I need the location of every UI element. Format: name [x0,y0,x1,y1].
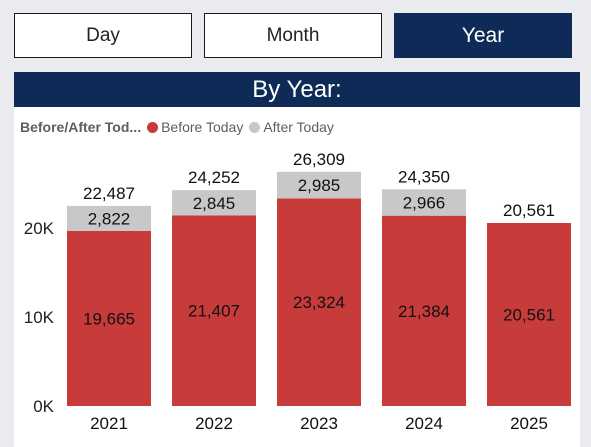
bar-data-label: 23,324 [293,293,345,312]
bar-segment-before-today[interactable] [172,215,256,406]
legend-item-after-today[interactable]: After Today [249,119,334,135]
x-tick-label: 2024 [405,414,443,433]
tab-month[interactable]: Month [204,13,382,58]
y-tick-label: 0K [33,397,54,416]
bar-data-label: 2,985 [298,176,341,195]
legend-label-after-today: After Today [263,119,334,135]
legend-label-before-today: Before Today [161,119,244,135]
bar-segment-before-today[interactable] [277,198,361,406]
y-tick-label: 20K [24,219,55,238]
bar-total-label: 20,561 [503,201,555,220]
bar-segment-before-today[interactable] [382,215,466,406]
x-tick-label: 2023 [300,414,338,433]
bar-total-label: 22,487 [83,184,135,203]
legend-item-before-today[interactable]: Before Today [147,119,243,135]
bar-data-label: 20,561 [503,306,555,325]
bar-data-label: 19,665 [83,309,135,328]
legend-title: Before/After Tod... [20,119,142,135]
bar-total-label: 24,252 [188,168,240,187]
bar-data-label: 21,384 [398,302,450,321]
bar-data-label: 2,966 [403,193,446,212]
legend-swatch-before-today [147,121,159,133]
bar-data-label: 2,845 [193,194,236,213]
panel-title: By Year: [14,72,580,107]
x-tick-label: 2022 [195,414,233,433]
chart-legend: Before/After Tod... Before Today After T… [20,119,340,135]
x-tick-label: 2021 [90,414,128,433]
bar-data-label: 21,407 [188,302,240,321]
bar-segment-before-today[interactable] [67,230,151,406]
bar-segment-after-today[interactable] [172,190,256,216]
x-tick-label: 2025 [510,414,548,433]
bar-segment-before-today[interactable] [487,223,571,406]
y-tick-label: 10K [24,308,55,327]
bar-segment-after-today[interactable] [382,189,466,216]
chart-panel: By Year: Before/After Tod... Before Toda… [14,72,580,447]
bar-segment-after-today[interactable] [277,171,361,199]
legend-swatch-after-today [249,121,261,133]
bar-total-label: 26,309 [293,150,345,169]
stacked-bar-chart: 0K 10K 20K 19,665 2,822 22,487 2021 21,407 2,845… [24,150,571,433]
bar-total-label: 24,350 [398,167,450,186]
tab-day[interactable]: Day [14,13,192,58]
bar-data-label: 2,822 [88,209,131,228]
bar-segment-after-today[interactable] [67,205,151,231]
tab-year[interactable]: Year [394,13,572,58]
